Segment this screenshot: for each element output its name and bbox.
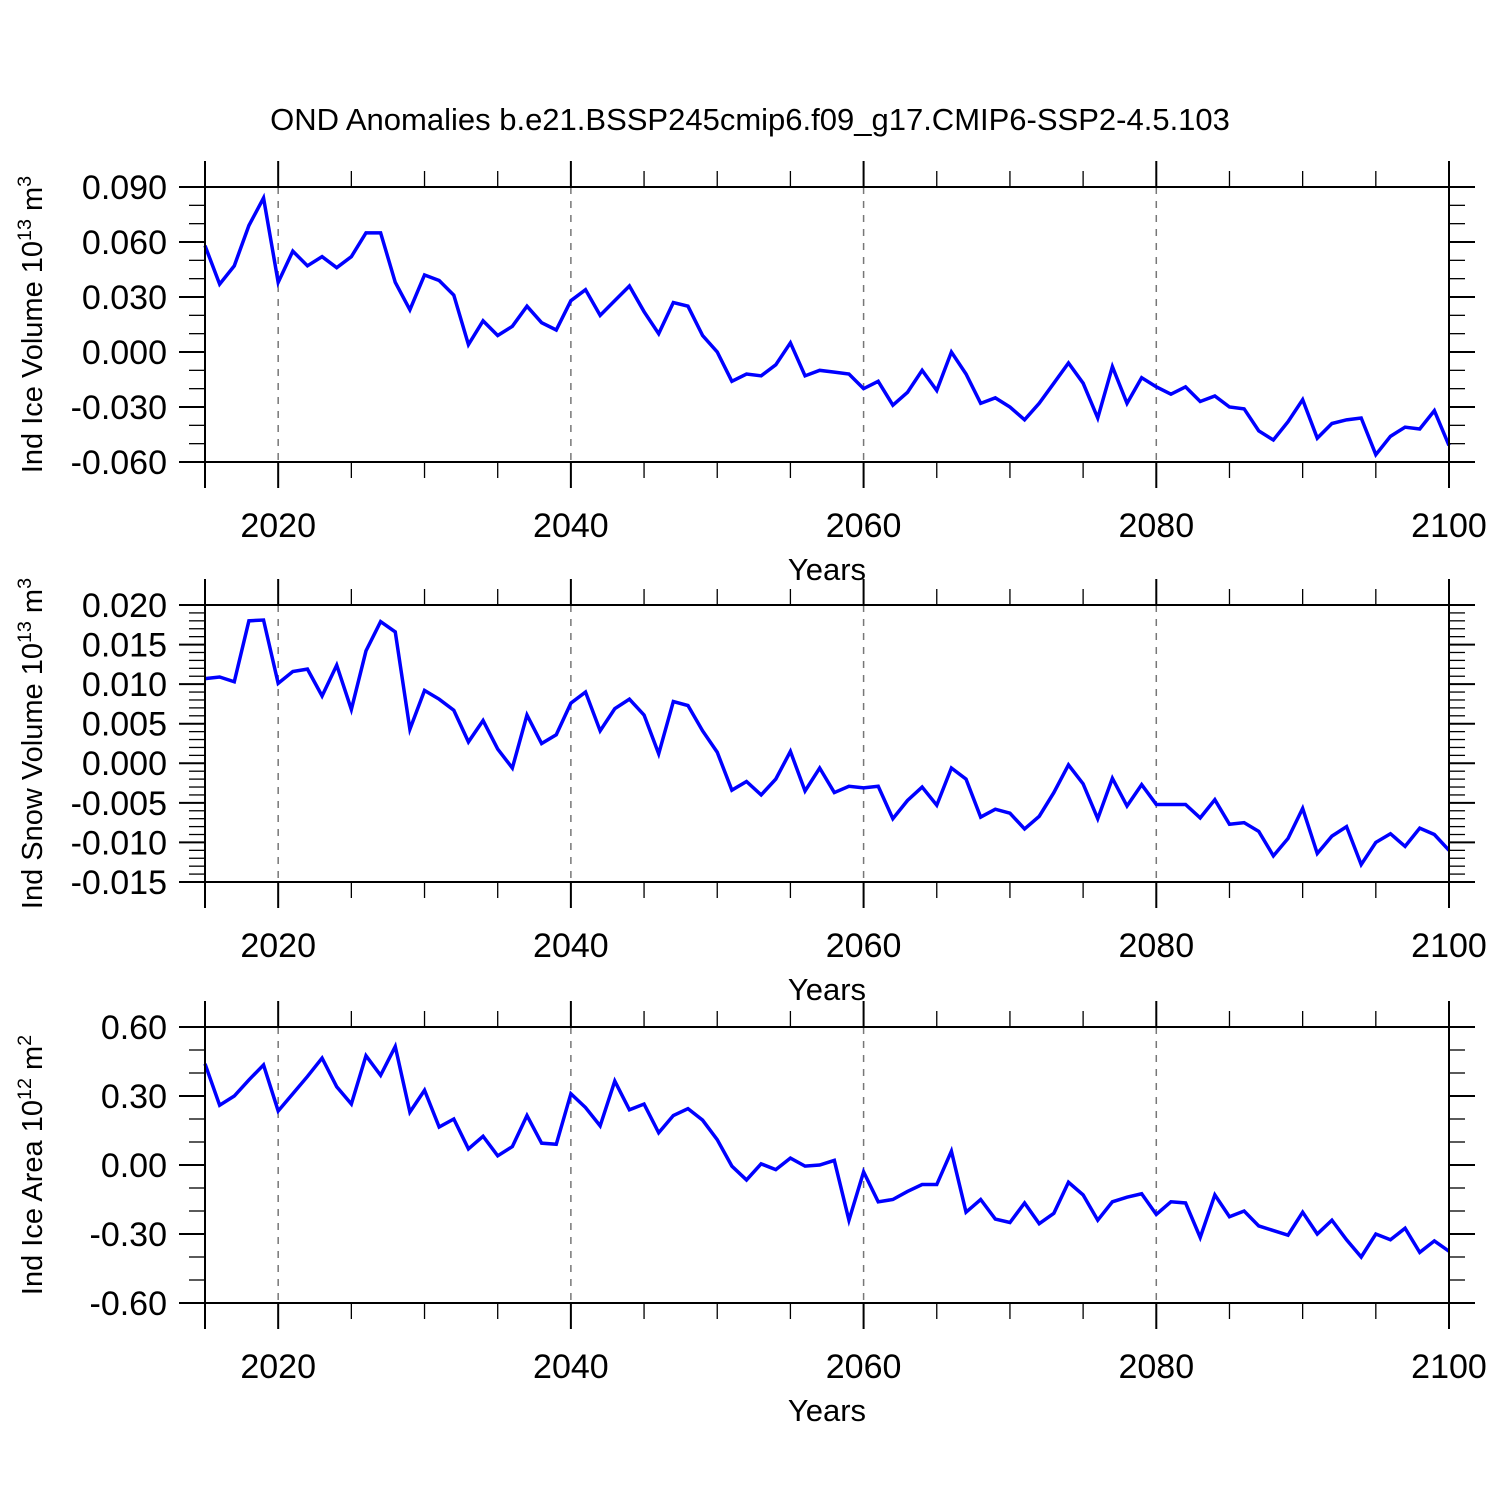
- y-tick-label: 0.015: [82, 626, 167, 664]
- x-tick-label: 2060: [826, 1348, 902, 1386]
- plot-frame: [204, 604, 1450, 883]
- x-tick-label: 2100: [1411, 927, 1487, 965]
- y-tick-label: 0.005: [82, 706, 167, 744]
- y-tick-label: -0.010: [71, 824, 167, 862]
- y-axis-title: Ind Ice Volume 1013 m3: [14, 176, 49, 473]
- panel-ice-area: 2020 2040 2060 2080 2100 Years 0.60 0.30 0.00 -0.…: [14, 1001, 1487, 1428]
- y-tick-label: 0.30: [101, 1078, 167, 1116]
- y-tick-label: 0.020: [82, 587, 167, 625]
- x-tick-label: 2080: [1118, 927, 1194, 965]
- y-tick-label: 0.090: [82, 169, 167, 207]
- x-tick-label: 2040: [533, 927, 609, 965]
- data-series-line: [203, 192, 1451, 459]
- x-tick-label: 2080: [1118, 1348, 1194, 1386]
- y-tick-label: -0.060: [71, 444, 167, 482]
- y-tick-label: -0.030: [71, 389, 167, 427]
- y-tick-label: -0.005: [71, 785, 167, 823]
- x-tick-label: 2080: [1118, 507, 1194, 545]
- y-tick-label: 0.000: [82, 334, 167, 372]
- y-tick-label: -0.60: [90, 1285, 168, 1323]
- x-axis-title: Years: [788, 552, 866, 587]
- y-tick-label: -0.30: [90, 1216, 168, 1254]
- x-tick-label: 2100: [1411, 507, 1487, 545]
- plot-frame: [204, 1026, 1450, 1304]
- chart-title: OND Anomalies b.e21.BSSP245cmip6.f09_g17…: [270, 102, 1230, 137]
- x-tick-label: 2020: [240, 927, 316, 965]
- x-tick-label: 2040: [533, 1348, 609, 1386]
- y-tick-label: 0.010: [82, 666, 167, 704]
- y-tick-label: 0.060: [82, 224, 167, 262]
- y-tick-label: -0.015: [71, 864, 167, 902]
- data-series-line: [204, 618, 1451, 869]
- x-tick-label: 2060: [826, 507, 902, 545]
- x-tick-label: 2040: [533, 507, 609, 545]
- panel-snow-volume: 2020 2040 2060 2080 2100 Years 0.0200.0150.010…: [14, 578, 1487, 1007]
- x-tick-label: 2100: [1411, 1348, 1487, 1386]
- data-series-line: [203, 1041, 1451, 1260]
- y-tick-label: 0.60: [101, 1009, 167, 1047]
- y-tick-label: 0.000: [82, 745, 167, 783]
- x-axis-title: Years: [788, 1393, 866, 1428]
- plot-frame: [204, 186, 1450, 463]
- x-tick-label: 2060: [826, 927, 902, 965]
- y-tick-label: 0.030: [82, 279, 167, 317]
- x-tick-label: 2020: [240, 1348, 316, 1386]
- y-axis-title: Ind Snow Volume 1013 m3: [14, 578, 49, 909]
- y-axis-title: Ind Ice Area 1012 m2: [14, 1035, 49, 1295]
- x-axis-title: Years: [788, 972, 866, 1007]
- y-tick-label: 0.00: [101, 1147, 167, 1185]
- panel-ice-volume: 2020 2040 2060 2080 2100 Years 0.090 0.060 0.030…: [14, 161, 1487, 587]
- x-tick-label: 2020: [240, 507, 316, 545]
